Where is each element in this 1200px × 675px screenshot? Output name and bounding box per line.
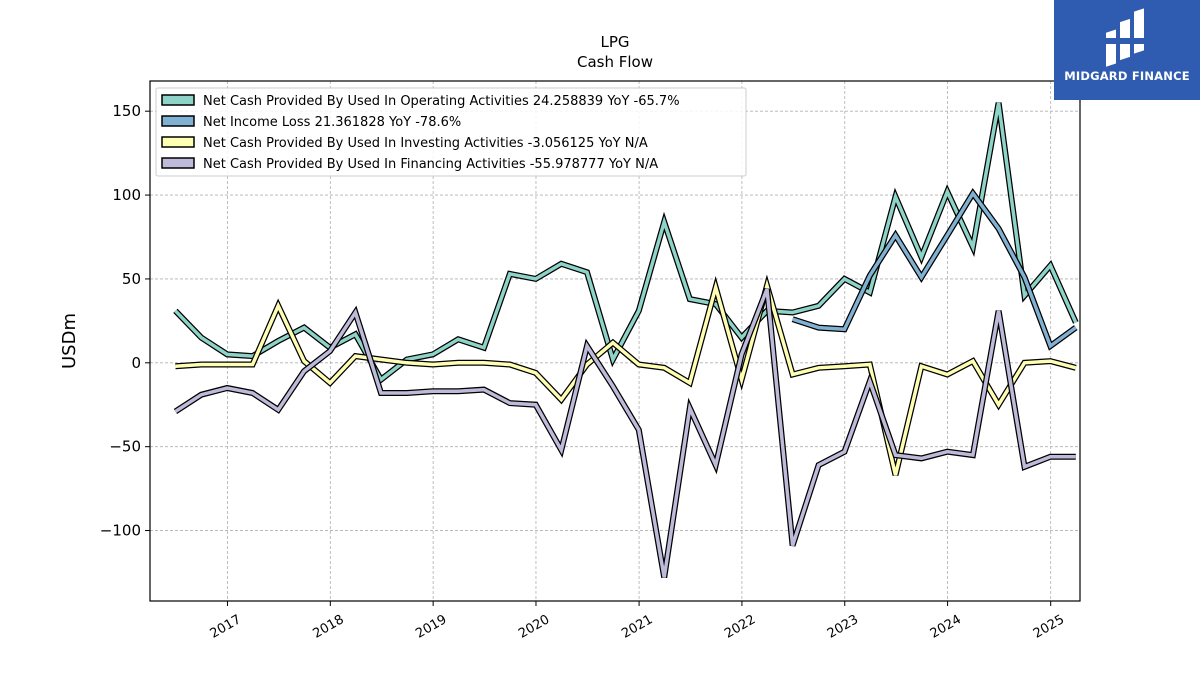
x-tick-label: 2024 bbox=[928, 612, 964, 642]
x-tick-label: 2017 bbox=[208, 612, 244, 642]
legend-swatch-2 bbox=[161, 136, 195, 148]
y-tick-label: −100 bbox=[100, 522, 141, 540]
brand-name: MIDGARD FINANCE bbox=[1064, 69, 1190, 83]
y-tick-label: 50 bbox=[122, 270, 141, 288]
legend-label-1: Net Income Loss 21.361828 YoY -78.6% bbox=[203, 115, 461, 130]
y-tick-label: 100 bbox=[112, 186, 141, 204]
legend-swatch-1 bbox=[161, 115, 195, 127]
x-tick-label: 2018 bbox=[310, 612, 346, 642]
y-tick-label: −50 bbox=[109, 438, 141, 456]
series-0-line bbox=[174, 102, 1078, 383]
legend: Net Cash Provided By Used In Operating A… bbox=[155, 87, 747, 177]
chart-title: LPG bbox=[600, 33, 629, 51]
series-1-outline bbox=[791, 188, 1078, 351]
series-lines bbox=[173, 102, 1079, 579]
y-tick-label: 150 bbox=[112, 102, 141, 120]
y-tick-label: 0 bbox=[131, 354, 141, 372]
x-tick-label: 2022 bbox=[722, 612, 758, 642]
plot-frame bbox=[149, 80, 1081, 602]
chart-subtitle: Cash Flow bbox=[577, 53, 653, 71]
legend-swatch-3 bbox=[161, 157, 195, 169]
x-tick-label: 2025 bbox=[1031, 612, 1067, 642]
midgard-finance-logo: MIDGARD FINANCE bbox=[1054, 0, 1200, 100]
legend-label-0: Net Cash Provided By Used In Operating A… bbox=[203, 94, 680, 109]
x-tick-label: 2019 bbox=[413, 612, 449, 642]
x-tick-label: 2020 bbox=[516, 612, 552, 642]
x-tick-label: 2021 bbox=[619, 612, 655, 642]
y-axis-label: USDm bbox=[59, 313, 80, 369]
legend-label-3: Net Cash Provided By Used In Financing A… bbox=[203, 157, 658, 172]
series-3-line bbox=[174, 288, 1076, 578]
x-tick-label: 2023 bbox=[825, 612, 861, 642]
series-2-line bbox=[175, 279, 1077, 476]
brand-mark-icon bbox=[1106, 8, 1144, 67]
legend-box bbox=[155, 87, 747, 177]
legend-label-2: Net Cash Provided By Used In Investing A… bbox=[203, 136, 648, 151]
legend-swatch-0 bbox=[161, 94, 195, 106]
series-1-line bbox=[792, 190, 1077, 349]
